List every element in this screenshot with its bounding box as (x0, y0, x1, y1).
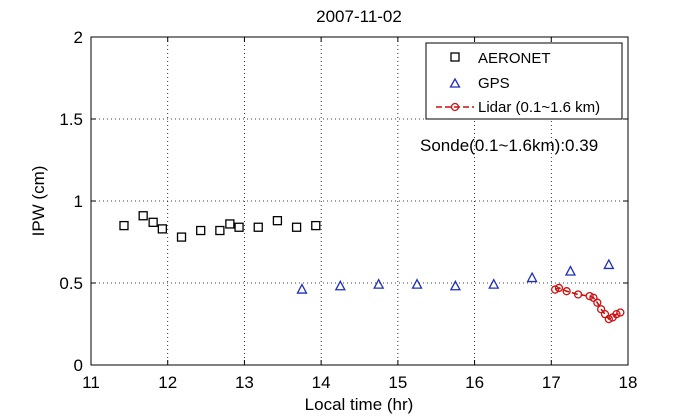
axis-ticks: 11 12 13 14 15 16 17 18 0 0.5 1 1.5 2 (59, 28, 637, 392)
aeronet-point (291, 222, 302, 232)
lidar-point (616, 308, 625, 317)
lidar-point (612, 310, 621, 319)
gps-point (296, 283, 308, 294)
x-tick-label: 12 (158, 373, 177, 392)
chart-title: 2007-11-02 (316, 7, 402, 26)
aeronet-point (138, 211, 148, 221)
x-tick-label: 13 (235, 373, 254, 392)
lidar-point (554, 283, 564, 293)
legend-marker-gps (449, 77, 461, 88)
aeronet-point (311, 220, 321, 231)
x-tick-label: 14 (312, 373, 331, 392)
aeronet-point (148, 217, 158, 227)
y-tick-label: 0 (74, 356, 83, 375)
gps-point (411, 278, 423, 289)
lidar-point (550, 285, 560, 294)
gps-point (564, 265, 577, 276)
gps-point (449, 279, 461, 291)
series-layer (119, 211, 625, 324)
sonde-annotation: Sonde(0.1~1.6km):0.39 (420, 136, 598, 155)
x-tick-label: 16 (465, 373, 484, 392)
lidar-line (554, 287, 621, 321)
aeronet-point (272, 216, 283, 226)
x-axis-label: Local time (hr) (305, 395, 414, 414)
aeronet-point (253, 222, 263, 232)
y-axis-label: IPW (cm) (29, 166, 48, 237)
legend-marker-lidar (450, 102, 460, 112)
lidar-point (562, 287, 571, 296)
legend-label-aeronet: AERONET (478, 50, 551, 67)
series-2 (550, 283, 625, 324)
gps-point (526, 271, 538, 283)
y-tick-label: 0.5 (59, 274, 83, 293)
gps-point (603, 258, 615, 270)
lidar-point (573, 290, 583, 299)
x-tick-label: 18 (619, 373, 638, 392)
gps-point (334, 279, 346, 291)
aeronet-point (119, 220, 129, 231)
x-tick-label: 15 (388, 373, 407, 392)
x-tick-label: 17 (542, 373, 561, 392)
lidar-point (585, 291, 594, 301)
grid-lines (91, 37, 628, 365)
series-1 (296, 258, 615, 294)
lidar-point (604, 314, 613, 324)
legend-label-gps: GPS (478, 75, 510, 92)
aeronet-point (196, 225, 206, 236)
gps-point (373, 278, 385, 289)
legend-label-lidar: Lidar (0.1~1.6 km) (478, 99, 600, 116)
aeronet-point (176, 232, 187, 242)
aeronet-point (157, 224, 167, 234)
series-0 (119, 211, 321, 242)
aeronet-point (234, 222, 244, 232)
gps-point (488, 278, 500, 289)
y-tick-label: 1.5 (59, 110, 83, 129)
aeronet-point (215, 225, 225, 236)
legend-marker-aeronet (450, 52, 460, 62)
y-tick-label: 2 (74, 28, 83, 47)
legend: AERONET GPS Lidar (0.1~1.6 km) (425, 42, 623, 120)
aeronet-point (225, 219, 235, 229)
x-tick-label: 11 (82, 373, 100, 392)
lidar-point (593, 298, 602, 307)
y-tick-label: 1 (74, 192, 83, 211)
